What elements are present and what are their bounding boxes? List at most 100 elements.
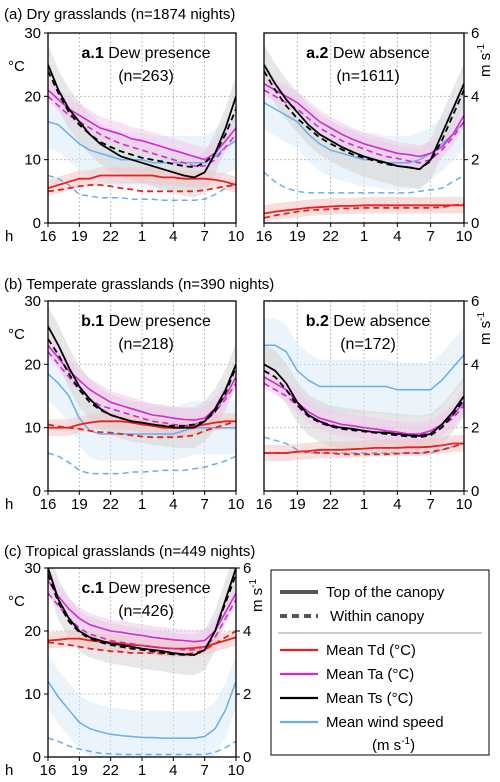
legend-td-label: Mean Td (°C) bbox=[326, 642, 416, 659]
y2-unit-text: m s bbox=[477, 321, 494, 345]
ts-within-line bbox=[48, 70, 236, 169]
panel-n-b1: (n=218) bbox=[118, 336, 174, 353]
x-tick-label: 7 bbox=[200, 762, 208, 779]
y2-tick-label: 6 bbox=[243, 560, 251, 577]
panel-n-a2: (n=1611) bbox=[336, 68, 399, 85]
y2-tick-label: 0 bbox=[471, 215, 479, 232]
wind-within-line bbox=[264, 436, 464, 454]
panel-n-c1: (n=426) bbox=[118, 603, 174, 620]
x-tick-label: 1 bbox=[138, 496, 146, 513]
x-tick-label: 16 bbox=[256, 228, 273, 245]
wind-top-line bbox=[48, 373, 236, 435]
panel-n-b2: (n=172) bbox=[340, 336, 396, 353]
y-tick-label: 0 bbox=[33, 215, 41, 232]
x-tick-label: 22 bbox=[102, 496, 119, 513]
td-top-line bbox=[48, 174, 236, 190]
wind-top-line bbox=[48, 680, 236, 739]
ts-within-line bbox=[48, 338, 236, 427]
y2-tick-label: 2 bbox=[243, 686, 251, 703]
x-tick-label: 19 bbox=[289, 496, 306, 513]
td-within-line bbox=[264, 442, 464, 456]
x-tick-label: 4 bbox=[169, 762, 177, 779]
panel-label-text: Dew presence bbox=[104, 45, 211, 62]
x-unit-label: h bbox=[5, 762, 13, 779]
x-tick-label: 1 bbox=[138, 762, 146, 779]
td-within-line bbox=[48, 184, 236, 193]
ts-within-line bbox=[264, 369, 464, 439]
x-tick-label: 10 bbox=[228, 496, 245, 513]
plot-area-a2 bbox=[264, 33, 464, 223]
ts-top-line bbox=[48, 64, 236, 179]
x-tick-label: 16 bbox=[40, 228, 57, 245]
x-tick-label: 19 bbox=[71, 496, 88, 513]
y-tick-label: 10 bbox=[24, 686, 41, 703]
x-tick-label: 10 bbox=[456, 228, 473, 245]
y2-tick-label: 6 bbox=[471, 25, 479, 42]
y-tick-label: 30 bbox=[24, 293, 41, 310]
y2-tick-label: 0 bbox=[471, 483, 479, 500]
ts-top-line bbox=[48, 568, 236, 656]
legend-top-label: Top of the canopy bbox=[326, 584, 445, 601]
wind-within-line bbox=[48, 452, 236, 475]
plot-area-b1 bbox=[48, 301, 236, 491]
legend-frame bbox=[270, 569, 490, 756]
y2-unit-text: m s bbox=[477, 53, 494, 77]
ts-within-line bbox=[48, 573, 236, 656]
panel-label-bold: c.1 bbox=[82, 580, 104, 597]
x-tick-label: 4 bbox=[169, 496, 177, 513]
y-tick-label: 30 bbox=[24, 560, 41, 577]
y-unit-label: °C bbox=[8, 593, 25, 610]
x-tick-label: 22 bbox=[102, 762, 119, 779]
panel-label-text: Dew presence bbox=[104, 313, 211, 330]
panel-label-bold: b.1 bbox=[81, 313, 104, 330]
wind-band bbox=[48, 654, 236, 757]
panel-label-bold: a.2 bbox=[306, 45, 328, 62]
td-within-line bbox=[48, 420, 236, 439]
panel-label-text: Dew absence bbox=[328, 45, 429, 62]
ta-band bbox=[264, 365, 464, 446]
x-tick-label: 10 bbox=[228, 228, 245, 245]
y2-tick-label: 4 bbox=[471, 356, 479, 373]
x-tick-label: 4 bbox=[169, 228, 177, 245]
plot-area-a1 bbox=[48, 33, 236, 223]
wind-within-line bbox=[48, 174, 236, 201]
x-tick-label: 7 bbox=[200, 496, 208, 513]
x-tick-label: 22 bbox=[322, 228, 339, 245]
wind-within-line bbox=[48, 737, 236, 756]
x-tick-label: 19 bbox=[289, 228, 306, 245]
panel-a2: a.2 Dew absence(n=1611)16 19 22 1 4 7 100246m … bbox=[256, 25, 494, 245]
ta-within-line bbox=[48, 592, 236, 651]
x-tick-label: 19 bbox=[71, 228, 88, 245]
y2-unit-sup: -1 bbox=[476, 311, 487, 320]
td-top-line bbox=[48, 420, 236, 429]
legend-wind-label: Mean wind speed bbox=[326, 714, 444, 731]
y2-unit-text: m s bbox=[249, 588, 266, 612]
y-unit-label: °C bbox=[8, 326, 25, 343]
y-tick-label: 10 bbox=[24, 420, 41, 437]
y2-tick-label: 2 bbox=[471, 420, 479, 437]
legend-ta-label: Mean Ta (°C) bbox=[326, 666, 414, 683]
y2-unit-label: m s-1 bbox=[476, 311, 494, 345]
x-tick-label: 1 bbox=[360, 496, 368, 513]
x-tick-label: 1 bbox=[360, 228, 368, 245]
y2-unit-label: m s-1 bbox=[476, 43, 494, 77]
x-tick-label: 7 bbox=[200, 228, 208, 245]
td-band bbox=[264, 197, 464, 222]
x-tick-label: 1 bbox=[138, 228, 146, 245]
panels-group: a.1 Dew presence(n=263)16 19 22 1 4 7 10h01020… bbox=[5, 25, 494, 779]
y2-unit-sup: -1 bbox=[248, 578, 259, 587]
ta-band bbox=[264, 72, 464, 168]
y-tick-label: 10 bbox=[24, 152, 41, 169]
y2-tick-label: 2 bbox=[471, 152, 479, 169]
td-within-line bbox=[264, 203, 464, 219]
y2-tick-label: 6 bbox=[471, 293, 479, 310]
panel-label-bold: a.1 bbox=[82, 45, 104, 62]
x-tick-label: 7 bbox=[426, 496, 434, 513]
y2-unit-sup: -1 bbox=[476, 43, 487, 52]
x-tick-label: 10 bbox=[456, 496, 473, 513]
wind-top-line bbox=[264, 344, 464, 391]
panel-label-text: Dew presence bbox=[104, 580, 211, 597]
panel-label-text: Dew absence bbox=[329, 313, 430, 330]
x-tick-label: 7 bbox=[426, 228, 434, 245]
